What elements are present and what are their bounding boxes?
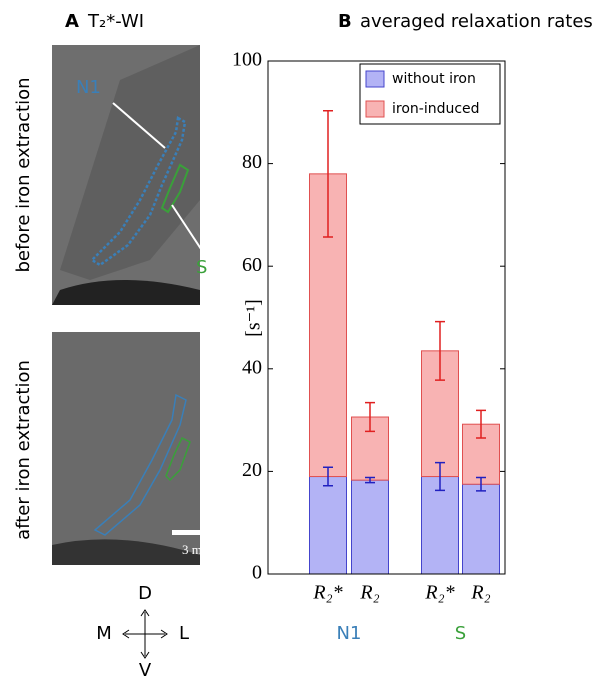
bar-segment [462,483,500,575]
x-tick-label: R₂* [424,582,454,604]
plot-frame [267,60,506,575]
mri-image-after [52,332,200,565]
error-bar [365,476,375,484]
dark-region [60,45,200,280]
bar-segment [309,476,347,575]
y-tick-label: 60 [242,254,262,276]
dark-region [52,539,200,565]
compass-label: V [139,660,152,681]
legend-swatch [365,70,385,88]
row-label: after iron extraction [13,360,34,540]
legend-label: iron-induced [392,101,480,117]
scale-bar-label: 3 mm [182,542,212,557]
error-bar [365,401,375,433]
compass-label: M [96,623,112,644]
x-tick-label: R₂ [470,582,490,604]
roi-s [160,163,190,214]
error-bar [323,110,333,238]
y-tick-label: 100 [232,49,262,71]
legend-swatch [365,100,385,118]
error-bar [323,466,333,487]
compass-label: D [138,583,152,604]
panel-label: A [65,11,79,32]
y-tick-label: 0 [252,562,262,584]
compass [122,609,168,659]
legend-label: without iron [392,71,476,87]
roi-n1 [90,116,187,267]
arrow [171,204,206,256]
group-label: N1 [337,623,362,644]
row-label: before iron extraction [13,77,34,272]
panel-title: averaged relaxation rates [360,11,593,32]
x-tick-label: R₂* [312,582,342,604]
roi-n1 [93,393,187,536]
roi-label: N1 [76,77,101,98]
y-axis-label: [s⁻¹] [243,299,265,337]
panel-label: B [338,11,352,32]
group-label: S [455,623,466,644]
bar-segment [351,479,389,575]
roi-label: S [196,257,207,278]
dark-region [52,280,200,305]
error-bar [435,461,445,492]
compass-label: L [179,623,189,644]
arrow [112,102,166,149]
panel-title: T₂*-WI [87,11,144,32]
error-bar [476,476,486,492]
error-bar [435,320,445,381]
y-tick-label: 20 [242,459,262,481]
error-bar [476,409,486,439]
bar-segment [421,476,459,575]
x-tick-label: R₂ [359,582,379,604]
y-tick-label: 80 [242,151,262,173]
y-tick-label: 40 [242,356,262,378]
roi-s [165,436,191,482]
scale-bar [172,530,222,535]
